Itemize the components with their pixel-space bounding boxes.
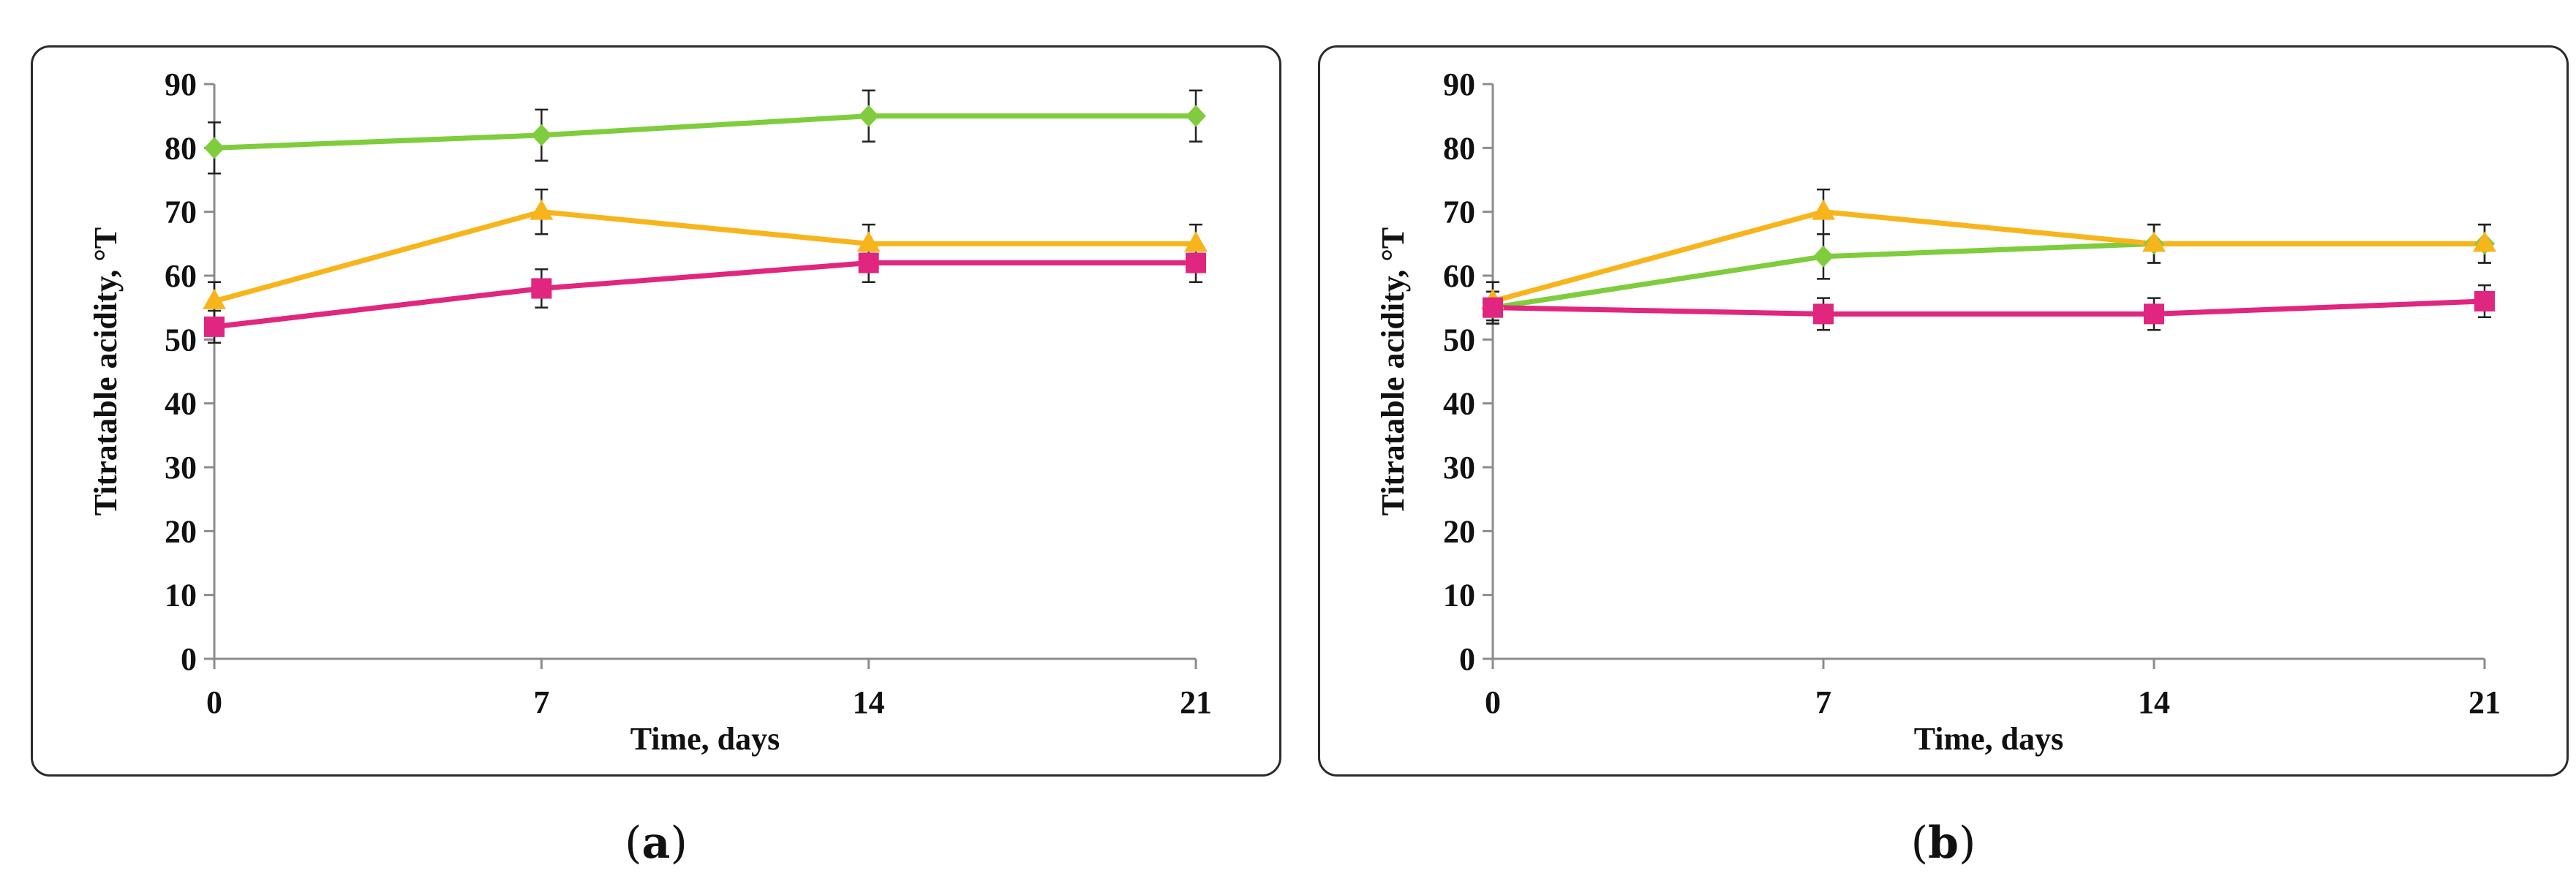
caption-b: (b) bbox=[1870, 817, 2016, 869]
chart-b-x-tick-label: 14 bbox=[2138, 684, 2170, 720]
chart-b-series-magenta-point bbox=[1813, 303, 1834, 325]
chart-a-series-orange-point bbox=[856, 231, 881, 252]
chart-b-y-tick-label: 60 bbox=[1443, 258, 1475, 294]
chart-a-series-orange-line bbox=[214, 209, 1196, 304]
caption-a-close: ) bbox=[670, 817, 688, 869]
caption-b-close: ) bbox=[1958, 817, 1976, 869]
chart-b-y-tick-label: 70 bbox=[1443, 195, 1475, 230]
caption-a-open: ( bbox=[625, 817, 642, 869]
chart-b-y-tick-label: 80 bbox=[1443, 130, 1475, 166]
chart-a-y-tick-label: 50 bbox=[165, 322, 197, 358]
caption-a: (a) bbox=[583, 817, 729, 869]
chart-a-series-green-point bbox=[531, 124, 552, 146]
chart-panel-b: 0 10 20 30 40 50 60 70 80 90 0 7 14 21 Time, days Titra… bbox=[1318, 45, 2569, 777]
chart-a-y-tick-label: 70 bbox=[165, 195, 197, 230]
chart-b-x-tick-label: 7 bbox=[1815, 684, 1831, 720]
caption-b-letter: b bbox=[1928, 817, 1959, 869]
chart-a-y-tick-label: 60 bbox=[165, 258, 197, 294]
chart-b-series-magenta-point bbox=[2144, 303, 2164, 325]
chart-a-x-tick-label: 0 bbox=[206, 684, 222, 720]
chart-panel-a: 0 10 20 30 40 50 60 70 80 90 0 7 14 21 Time, days Titra… bbox=[31, 45, 1281, 777]
chart-b-x-tick-label: 0 bbox=[1485, 684, 1501, 720]
chart-b-y-tick-label: 90 bbox=[1443, 67, 1475, 102]
caption-b-open: ( bbox=[1910, 817, 1929, 869]
chart-a-y-tick-label: 20 bbox=[165, 513, 197, 549]
caption-a-letter: a bbox=[641, 817, 671, 869]
chart-a-series-magenta-point bbox=[858, 252, 879, 273]
chart-a-series-orange-point bbox=[530, 199, 554, 220]
chart-a-y-axis-title: Titratable acidity, °T bbox=[88, 227, 124, 516]
chart-b-y-tick-label: 10 bbox=[1443, 578, 1475, 613]
chart-b-y-tick-label: 0 bbox=[1459, 641, 1475, 677]
chart-a-series-magenta-point bbox=[204, 316, 225, 337]
chart-a-x-tick-label: 7 bbox=[533, 684, 549, 720]
chart-a-x-tick-label: 21 bbox=[1180, 684, 1212, 720]
chart-a-series-orange-point bbox=[203, 288, 226, 309]
chart-b-y-tick-label: 50 bbox=[1443, 322, 1475, 358]
chart-b-series-orange-point bbox=[2142, 231, 2166, 252]
chart-a-series-orange-point bbox=[1184, 231, 1208, 252]
chart-b-y-tick-label: 40 bbox=[1443, 386, 1475, 422]
chart-b-series-orange-point bbox=[1812, 199, 1835, 220]
chart-b-y-axis-title: Titratable acidity, °T bbox=[1375, 227, 1411, 516]
chart-a-series-green-line bbox=[214, 113, 1196, 151]
chart-b-series-green-point bbox=[1813, 245, 1834, 268]
chart-a-series-magenta-line bbox=[214, 260, 1196, 330]
chart-a-series-magenta-point bbox=[1186, 252, 1206, 273]
chart-a-y-tick-label: 80 bbox=[165, 130, 197, 166]
chart-a-x-axis-title: Time, days bbox=[630, 721, 780, 757]
chart-b-y-tick-label: 20 bbox=[1443, 513, 1475, 549]
chart-a-series-green-point bbox=[858, 105, 879, 127]
chart-b-x-tick-label: 21 bbox=[2468, 684, 2501, 720]
chart-a-y-tick-label: 10 bbox=[165, 578, 197, 613]
chart-b-series-orange-point bbox=[2473, 231, 2496, 252]
chart-a-y-tick-label: 0 bbox=[181, 641, 197, 677]
chart-a-series-green-point bbox=[204, 137, 225, 159]
chart-b-series-green-line bbox=[1492, 241, 2485, 311]
chart-a-series-magenta-point bbox=[531, 278, 552, 299]
chart-a-x-tick-label: 14 bbox=[853, 684, 885, 720]
chart-b-series-magenta-line bbox=[1492, 298, 2485, 317]
chart-b-series-magenta-point bbox=[1483, 297, 1503, 318]
chart-b-y-tick-label: 30 bbox=[1443, 450, 1475, 486]
chart-a-y-tick-label: 90 bbox=[165, 67, 197, 102]
chart-b-x-axis-title: Time, days bbox=[1914, 721, 2064, 757]
chart-a-series-green-point bbox=[1186, 105, 1206, 127]
chart-b-series-magenta-point bbox=[2474, 290, 2495, 311]
chart-b-series-orange-line bbox=[1492, 209, 2485, 304]
chart-b-canvas: 0 10 20 30 40 50 60 70 80 90 0 7 14 21 Time, days Titra… bbox=[1375, 67, 2501, 757]
chart-a-y-tick-label: 40 bbox=[165, 386, 197, 422]
chart-a-y-tick-label: 30 bbox=[165, 450, 197, 486]
chart-a-canvas: 0 10 20 30 40 50 60 70 80 90 0 7 14 21 Time, days Titra… bbox=[88, 67, 1212, 757]
